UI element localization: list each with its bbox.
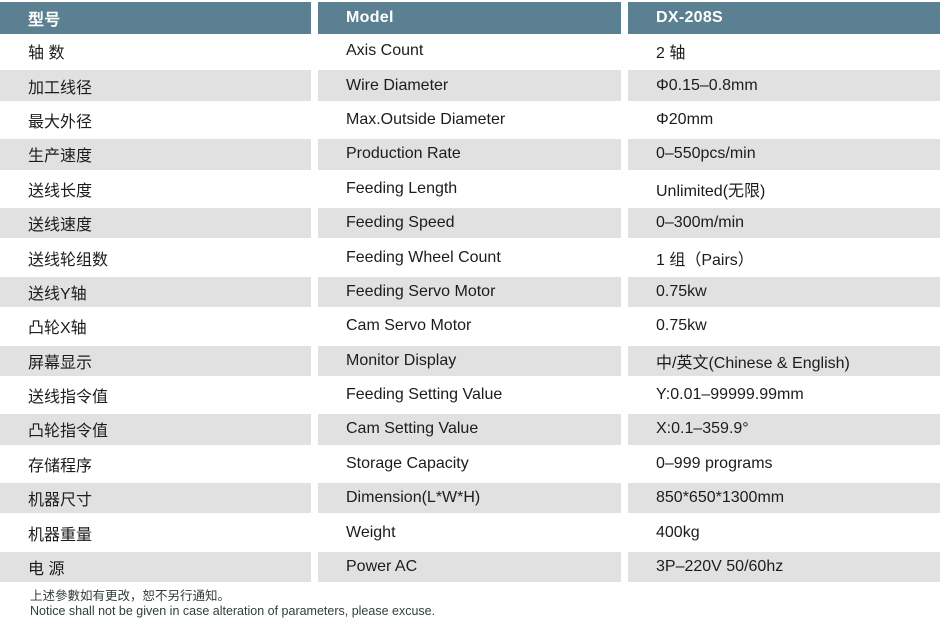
spec-label-en: Axis Count <box>346 42 424 60</box>
spec-label-cn: 凸轮指令值 <box>0 412 311 447</box>
footer-note: 上述參數如有更改，恕不另行通知。 Notice shall not be giv… <box>0 584 940 619</box>
spec-value: 3P–220V 50/60hz <box>628 549 940 585</box>
spec-value: Φ20mm <box>656 110 714 128</box>
spec-value: 0.75kw <box>628 274 940 310</box>
table-row: 凸轮指令值 Cam Setting Value X:0.1–359.9° <box>0 412 940 447</box>
table-row: 最大外径 Max.Outside Diameter Φ20mm <box>0 103 940 137</box>
spec-label-en: Feeding Servo Motor <box>318 274 621 310</box>
spec-label-en: Wire Diameter <box>318 68 621 103</box>
table-row: 生产速度 Production Rate 0–550pcs/min <box>0 137 940 172</box>
spec-label-en: Weight <box>346 523 396 541</box>
spec-value: 2 轴 <box>656 45 686 63</box>
spec-value: 400kg <box>656 523 700 541</box>
spec-value: 0–300m/min <box>628 205 940 241</box>
spec-value: X:0.1–359.9° <box>628 412 940 447</box>
spec-label-en: Feeding Speed <box>318 205 621 241</box>
spec-label-en: Cam Servo Motor <box>346 317 472 335</box>
spec-value: 1 组（Pairs） <box>656 251 754 269</box>
spec-value: 0–999 programs <box>656 454 773 472</box>
spec-label-cn: 生产速度 <box>0 137 311 172</box>
table-row: 存储程序 Storage Capacity 0–999 programs <box>0 447 940 481</box>
table-row: 电 源 Power AC 3P–220V 50/60hz <box>0 549 940 585</box>
table-row: 送线指令值 Feeding Setting Value Y:0.01–99999… <box>0 378 940 412</box>
spec-label-cn: 轴 数 <box>28 45 65 63</box>
table-row: 机器尺寸 Dimension(L*W*H) 850*650*1300mm <box>0 481 940 516</box>
table-row: 屏幕显示 Monitor Display 中/英文(Chinese & Engl… <box>0 343 940 378</box>
spec-value: Unlimited(无限) <box>656 182 766 200</box>
spec-label-cn: 机器尺寸 <box>0 481 311 516</box>
spec-label-cn: 送线轮组数 <box>28 251 109 269</box>
spec-label-en: Storage Capacity <box>346 454 469 472</box>
table-row: 凸轮X轴 Cam Servo Motor 0.75kw <box>0 309 940 343</box>
header-cell-model-cn: 型号 <box>0 2 311 34</box>
table-body: 轴 数 Axis Count 2 轴 加工线径 Wire Diameter Φ0… <box>0 34 940 585</box>
table-row: 送线速度 Feeding Speed 0–300m/min <box>0 205 940 241</box>
spec-label-en: Power AC <box>318 549 621 585</box>
table-row: 送线Y轴 Feeding Servo Motor 0.75kw <box>0 274 940 310</box>
spec-label-en: Dimension(L*W*H) <box>318 481 621 516</box>
spec-label-en: Monitor Display <box>318 343 621 378</box>
spec-label-cn: 存储程序 <box>28 457 93 475</box>
table-row: 送线长度 Feeding Length Unlimited(无限) <box>0 172 940 206</box>
spec-label-en: Max.Outside Diameter <box>346 110 506 128</box>
spec-value: Φ0.15–0.8mm <box>628 68 940 103</box>
spec-label-cn: 送线指令值 <box>28 389 109 407</box>
spec-label-cn: 屏幕显示 <box>0 343 311 378</box>
header-cell-model-en: Model <box>318 2 621 34</box>
header-cell-model-value: DX-208S <box>628 2 940 34</box>
spec-label-cn: 凸轮X轴 <box>28 320 87 338</box>
spec-label-cn: 加工线径 <box>0 68 311 103</box>
spec-label-en: Production Rate <box>318 137 621 172</box>
spec-value: 中/英文(Chinese & English) <box>628 343 940 378</box>
table-row: 轴 数 Axis Count 2 轴 <box>0 34 940 68</box>
spec-value: 0.75kw <box>656 317 707 335</box>
spec-label-cn: 送线速度 <box>0 205 311 241</box>
spec-label-cn: 电 源 <box>0 549 311 585</box>
spec-label-en: Cam Setting Value <box>318 412 621 447</box>
spec-value: 850*650*1300mm <box>628 481 940 516</box>
footer-note-en: Notice shall not be given in case altera… <box>30 604 436 619</box>
spec-value: 0–550pcs/min <box>628 137 940 172</box>
spec-label-cn: 机器重量 <box>28 526 93 544</box>
spec-label-en: Feeding Wheel Count <box>346 248 501 266</box>
spec-label-cn: 最大外径 <box>28 113 93 131</box>
table-row: 机器重量 Weight 400kg <box>0 515 940 549</box>
table-row: 送线轮组数 Feeding Wheel Count 1 组（Pairs） <box>0 240 940 274</box>
spec-label-cn: 送线Y轴 <box>0 274 311 310</box>
table-header-row: 型号 Model DX-208S <box>0 2 940 34</box>
footer-note-cn: 上述參數如有更改，恕不另行通知。 <box>30 589 231 604</box>
spec-label-en: Feeding Setting Value <box>346 386 503 404</box>
table-row: 加工线径 Wire Diameter Φ0.15–0.8mm <box>0 68 940 103</box>
spec-table: 型号 Model DX-208S 轴 数 Axis Count 2 轴 加工线径… <box>0 2 940 585</box>
spec-label-cn: 送线长度 <box>28 182 93 200</box>
spec-value: Y:0.01–99999.99mm <box>656 386 804 404</box>
spec-label-en: Feeding Length <box>346 179 458 197</box>
